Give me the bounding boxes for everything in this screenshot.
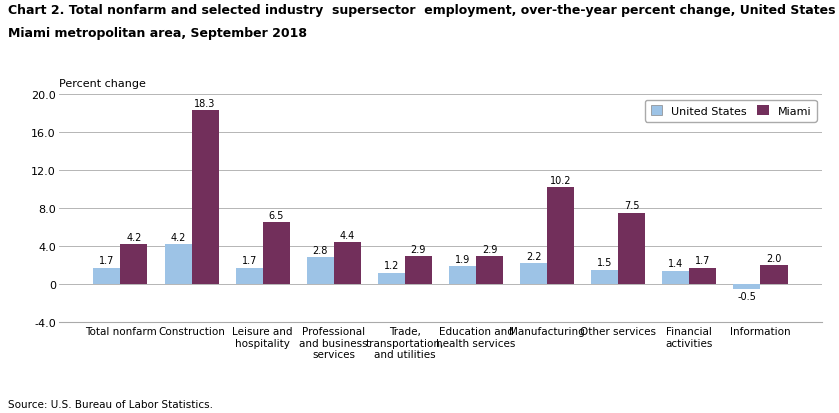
Bar [662,271,690,284]
Text: 2.9: 2.9 [411,244,426,254]
Text: Miami metropolitan area, September 2018: Miami metropolitan area, September 2018 [8,27,307,40]
Bar [405,257,432,284]
Bar [476,257,503,284]
Text: 10.2: 10.2 [550,176,571,185]
Text: 1.7: 1.7 [99,256,115,266]
Text: Source: U.S. Bureau of Labor Statistics.: Source: U.S. Bureau of Labor Statistics. [8,399,213,409]
Text: 7.5: 7.5 [624,201,639,211]
Text: 1.9: 1.9 [455,254,470,264]
Text: Chart 2. Total nonfarm and selected industry  supersector  employment, over-the-: Chart 2. Total nonfarm and selected indu… [8,4,839,17]
Text: -0.5: -0.5 [737,292,757,301]
Text: 2.9: 2.9 [482,244,498,254]
Bar [760,266,788,284]
Text: 1.4: 1.4 [668,259,684,269]
Bar [547,188,574,284]
Bar [93,268,121,284]
Text: 1.2: 1.2 [383,261,399,271]
Bar [164,244,191,284]
Bar [307,258,334,284]
Text: 2.0: 2.0 [766,253,782,263]
Text: 2.2: 2.2 [526,251,541,261]
Text: Percent change: Percent change [59,79,146,89]
Text: 1.7: 1.7 [696,256,711,266]
Text: 1.7: 1.7 [242,256,257,266]
Text: 1.5: 1.5 [597,258,612,268]
Bar [263,223,289,284]
Legend: United States, Miami: United States, Miami [645,100,816,122]
Bar [591,270,618,284]
Bar [690,268,717,284]
Bar [191,111,219,284]
Text: 4.4: 4.4 [340,230,355,240]
Text: 2.8: 2.8 [313,245,328,255]
Text: 18.3: 18.3 [195,99,216,109]
Text: 6.5: 6.5 [268,210,284,221]
Bar [236,268,263,284]
Bar [449,266,476,284]
Bar [378,273,405,284]
Text: 4.2: 4.2 [127,232,142,242]
Bar [334,243,361,284]
Bar [733,284,760,289]
Bar [520,263,547,284]
Bar [121,244,148,284]
Text: 4.2: 4.2 [170,232,185,242]
Bar [618,213,645,284]
